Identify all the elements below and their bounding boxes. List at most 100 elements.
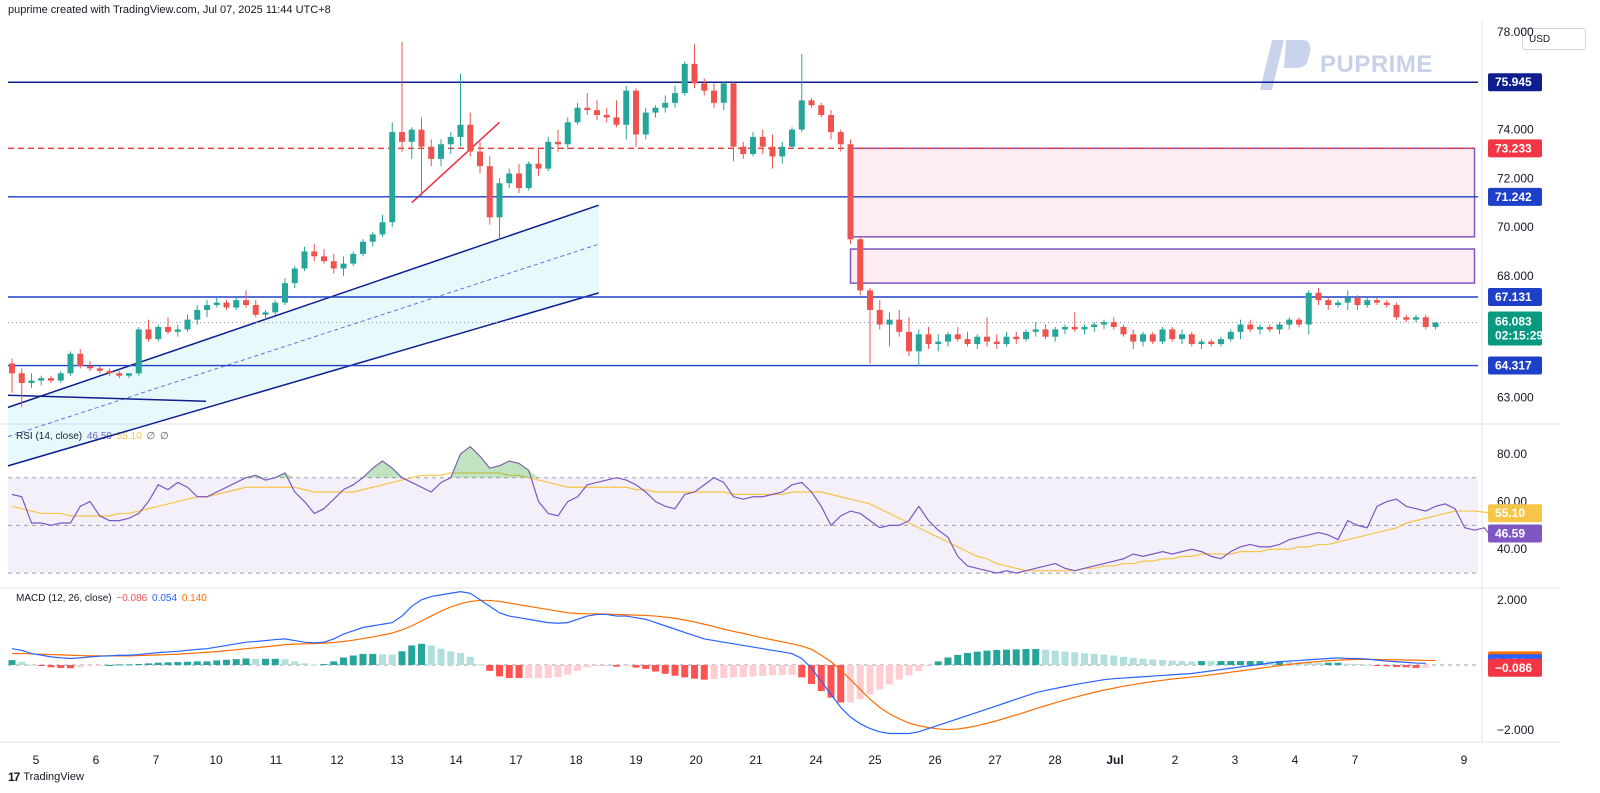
x-tick-label: 28: [1048, 753, 1062, 767]
candle: [506, 168, 513, 189]
brand-watermark: PUPRIME: [1258, 38, 1433, 92]
candle-body: [837, 132, 844, 145]
candle: [906, 317, 912, 357]
candle-body: [915, 334, 922, 352]
rsi-overbought-fill: [363, 461, 402, 478]
candle: [1052, 326, 1059, 342]
supply-zone-1: [849, 147, 1476, 238]
candle: [701, 78, 708, 96]
macd-histogram-bar: [1237, 661, 1244, 665]
candle: [457, 73, 464, 147]
macd-histogram-bar: [866, 665, 874, 695]
macd-histogram-bar: [174, 662, 182, 665]
trendline-lower-left: [7, 394, 207, 403]
candle-body: [1042, 329, 1049, 337]
macd-histogram-bar: [1022, 649, 1030, 665]
candle-body: [1237, 324, 1244, 332]
macd-histogram-bar: [778, 665, 786, 676]
macd-histogram-bar: [613, 665, 620, 667]
candle: [145, 319, 152, 342]
candle: [1335, 300, 1341, 308]
macd-histogram-bar: [437, 648, 445, 665]
macd-histogram-bar: [817, 665, 825, 692]
macd-histogram-bar: [1402, 665, 1410, 668]
candle: [1140, 331, 1146, 347]
x-tick-label: 20: [689, 753, 703, 767]
candle-body: [28, 380, 35, 384]
macd-histogram-bar: [1168, 660, 1176, 665]
currency-selector[interactable]: USD: [1522, 28, 1586, 50]
candle: [535, 149, 542, 176]
candle-body: [204, 305, 210, 310]
macd-histogram-bar: [1139, 658, 1147, 665]
macd-histogram-bar: [476, 664, 484, 666]
level-tag: 64.317: [1488, 356, 1542, 375]
macd-histogram-bar: [154, 662, 162, 665]
candle: [155, 324, 162, 342]
candle: [876, 300, 883, 330]
chart-header: puprime created with TradingView.com, Ju…: [8, 4, 331, 16]
macd-histogram-bar: [876, 665, 884, 690]
candle-body: [506, 173, 513, 184]
candle: [340, 256, 347, 276]
tradingview-footer: 17 TradingView: [8, 770, 84, 784]
candle: [1208, 339, 1215, 347]
macd-tick-label: −2.000: [1497, 723, 1534, 737]
macd-histogram-bar: [369, 653, 377, 665]
macd-histogram-bar: [301, 663, 308, 665]
candle: [135, 326, 142, 376]
price-tick-label: 63.000: [1497, 391, 1534, 405]
candle-body: [623, 90, 630, 125]
candle: [1169, 326, 1176, 342]
macd-histogram-bar: [1178, 661, 1186, 665]
macd-histogram-bar: [593, 665, 601, 666]
macd-histogram-bar: [574, 665, 581, 671]
rsi-na-2: ∅: [160, 431, 169, 442]
macd-histogram-bar: [427, 645, 435, 665]
candle-body: [954, 334, 961, 340]
candle-body: [467, 124, 474, 152]
macd-histogram-bar: [515, 665, 523, 679]
macd-title: MACD (12, 26, close): [16, 593, 112, 604]
macd-histogram-bar: [798, 665, 806, 678]
candle: [233, 297, 240, 310]
candle: [574, 102, 581, 125]
x-tick-label: 3: [1232, 753, 1239, 767]
level-tag-text: 75.945: [1495, 75, 1532, 89]
candle: [262, 309, 269, 320]
candle: [1091, 322, 1098, 332]
macd-histogram-bar: [661, 665, 669, 674]
macd-tick-label: 2.000: [1497, 593, 1527, 607]
candle-body: [340, 263, 347, 269]
macd-histogram-bar: [340, 657, 347, 665]
candle-body: [769, 146, 776, 157]
macd-histogram-bar: [1344, 663, 1352, 665]
macd-histogram-bar: [145, 663, 152, 665]
macd-histogram-bar: [827, 665, 835, 698]
macd-histogram-bar: [1363, 664, 1371, 666]
candle: [1198, 339, 1205, 349]
candle: [204, 300, 210, 318]
candle: [1159, 326, 1166, 345]
candle-body: [847, 144, 854, 240]
channel-upper-line: [7, 204, 599, 409]
macd-histogram-bar: [1188, 661, 1196, 665]
level-tag-bg: [1488, 73, 1542, 92]
x-tick-label: 6: [93, 753, 100, 767]
candle-body: [1101, 322, 1107, 325]
candle: [1218, 336, 1224, 347]
candle-body: [1071, 326, 1078, 330]
level-tag: 67.131: [1488, 287, 1542, 306]
macd-histogram-bar: [1042, 649, 1049, 665]
macd-histogram-bar: [632, 665, 640, 668]
candle: [613, 100, 620, 128]
macd-histogram-bar: [652, 665, 659, 672]
macd-histogram-bar: [223, 659, 230, 665]
candle-body: [886, 319, 893, 325]
macd-histogram-bar: [1081, 653, 1088, 665]
candle-body: [1091, 324, 1098, 327]
candle-body: [1247, 324, 1254, 330]
macd-line-value: 0.054: [152, 593, 178, 604]
candle: [1364, 297, 1371, 308]
